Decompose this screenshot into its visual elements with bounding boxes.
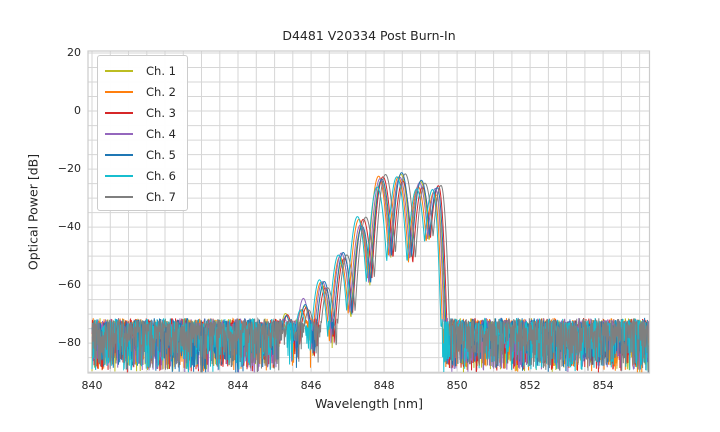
y-tick-20: 20	[67, 46, 81, 60]
legend-line-swatch	[105, 195, 133, 198]
legend-entry-ch-5: Ch. 5	[98, 144, 187, 165]
legend: Ch. 1 Ch. 2 Ch. 3 Ch. 4 Ch. 5 Ch. 6 Ch. 7	[97, 55, 188, 211]
x-axis-label: Wavelength [nm]	[315, 396, 423, 411]
chart-title: D4481 V20334 Post Burn-In	[282, 28, 456, 43]
legend-line-swatch	[105, 111, 133, 114]
legend-label: Ch. 3	[146, 105, 176, 120]
legend-label: Ch. 6	[146, 168, 176, 183]
legend-line-swatch	[105, 153, 133, 156]
x-tick-854: 854	[592, 379, 614, 392]
x-tick-842: 842	[154, 379, 176, 392]
legend-label: Ch. 7	[146, 189, 176, 204]
legend-label: Ch. 2	[146, 84, 176, 99]
legend-label: Ch. 1	[146, 63, 176, 78]
legend-entry-ch-7: Ch. 7	[98, 186, 187, 207]
y-tick-−80: −80	[57, 336, 81, 350]
x-tick-846: 846	[300, 379, 322, 392]
y-tick-−60: −60	[57, 278, 81, 292]
x-tick-844: 844	[227, 379, 249, 392]
legend-line-swatch	[105, 174, 133, 177]
legend-label: Ch. 5	[146, 147, 176, 162]
x-tick-850: 850	[446, 379, 468, 392]
legend-line-swatch	[105, 90, 133, 93]
x-tick-852: 852	[519, 379, 541, 392]
legend-line-swatch	[105, 132, 133, 135]
y-tick-−20: −20	[57, 162, 81, 176]
legend-label: Ch. 4	[146, 126, 176, 141]
y-tick-−40: −40	[57, 220, 81, 234]
x-tick-840: 840	[81, 379, 103, 392]
legend-entry-ch-4: Ch. 4	[98, 123, 187, 144]
legend-entry-ch-1: Ch. 1	[98, 60, 187, 81]
legend-line-swatch	[105, 69, 133, 72]
trace-ch-7	[91, 173, 650, 373]
x-tick-848: 848	[373, 379, 395, 392]
y-tick-0: 0	[74, 104, 81, 118]
legend-entry-ch-3: Ch. 3	[98, 102, 187, 123]
legend-entry-ch-6: Ch. 6	[98, 165, 187, 186]
legend-entry-ch-2: Ch. 2	[98, 81, 187, 102]
